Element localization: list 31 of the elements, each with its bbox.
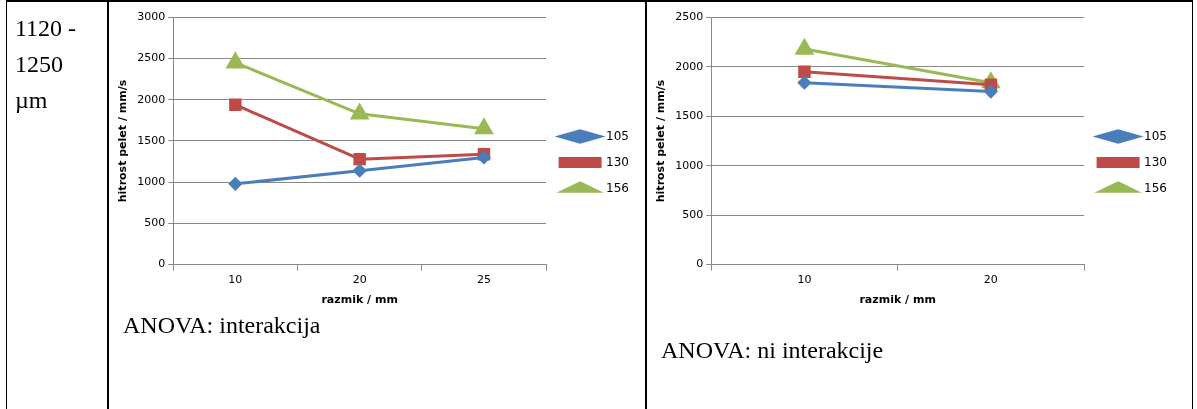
y-tick-label: 2000: [137, 92, 166, 106]
x-tick-label: 10: [797, 273, 812, 287]
y-tick-label: 1500: [675, 109, 704, 123]
legend-label: 105: [606, 128, 629, 143]
x-tick-label: 25: [476, 273, 491, 287]
y-tick-label: 0: [696, 257, 704, 271]
y-tick-label: 1000: [675, 158, 704, 172]
text: ANOVA: ni interakcije: [661, 337, 884, 364]
legend-label: 130: [606, 154, 629, 169]
y-tick-label: 2500: [675, 10, 704, 24]
y-tick-label: 2000: [675, 59, 704, 73]
x-tick-label: 20: [983, 273, 998, 287]
y-tick-label: 1000: [137, 175, 166, 189]
legend-label: 156: [1144, 180, 1167, 195]
text: 1120 - 1250 µm: [15, 14, 78, 115]
y-tick-label: 2500: [137, 51, 166, 65]
y-axis-title: hitrost pelet / mm/s: [654, 79, 668, 203]
y-tick-label: 0: [158, 257, 166, 271]
x-tick-label: 20: [352, 273, 367, 287]
y-tick-label: 3000: [137, 10, 166, 24]
x-axis-title: razmik / mm: [859, 293, 936, 307]
legend-label: 105: [1144, 128, 1167, 143]
legend-label: 130: [1144, 154, 1167, 169]
y-axis-title: hitrost pelet / mm/s: [116, 79, 130, 203]
legend-label: 156: [606, 180, 629, 195]
y-tick-label: 500: [144, 216, 166, 230]
x-tick-label: 10: [228, 273, 243, 287]
x-axis-title: razmik / mm: [321, 293, 398, 307]
y-tick-label: 500: [682, 208, 704, 222]
y-tick-label: 1500: [137, 133, 166, 147]
text: ANOVA: interakcija: [123, 312, 321, 339]
